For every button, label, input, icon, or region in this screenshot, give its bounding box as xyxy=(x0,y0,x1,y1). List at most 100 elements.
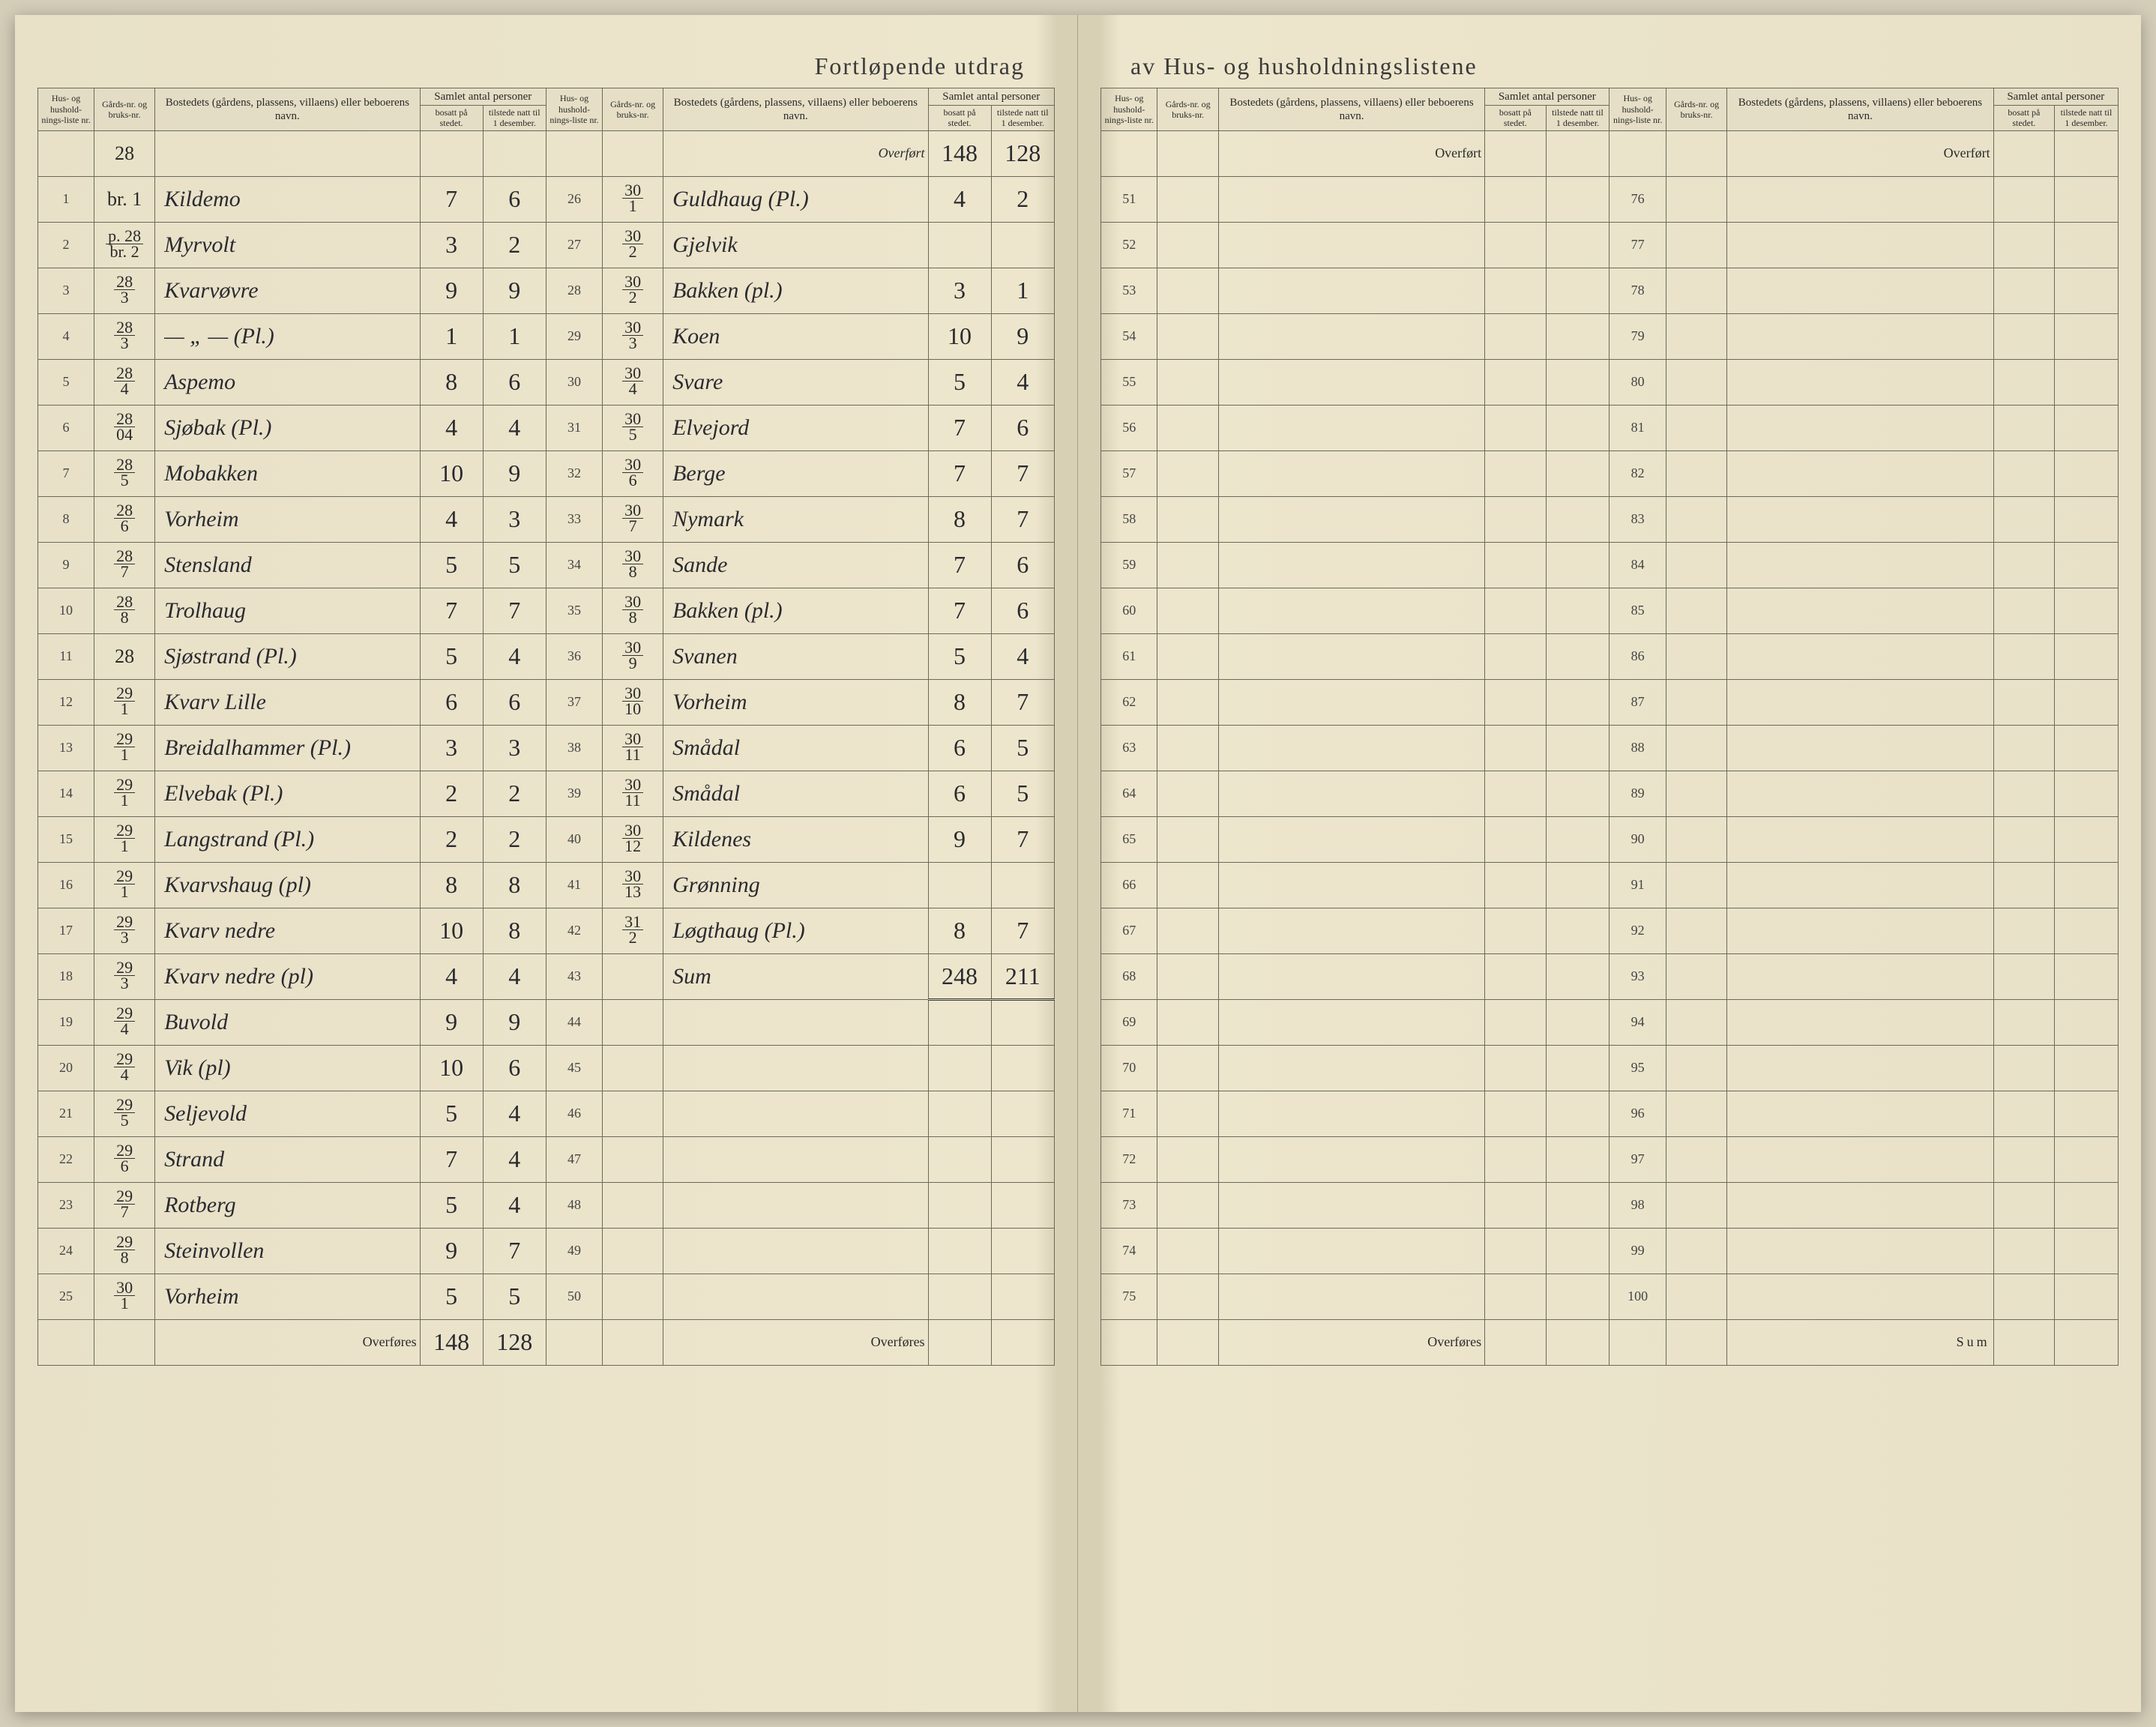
row-num: 22 xyxy=(38,1136,94,1182)
bosted-cell: Kvarv Lille xyxy=(155,679,420,725)
table-row: 60 85 xyxy=(1101,588,2119,633)
row-num: 18 xyxy=(38,953,94,999)
right-table: Hus- og hushold-nings-liste nr. Gårds-nr… xyxy=(1100,88,2119,1366)
tilstede-cell-2 xyxy=(991,999,1054,1045)
bosatt-cell: 4 xyxy=(420,496,483,542)
tilstede-cell-2: 6 xyxy=(991,542,1054,588)
gard-cell-2: 308 xyxy=(603,588,663,633)
tilstede-cell: 4 xyxy=(483,405,546,450)
head-row: 28 Overført 148 128 xyxy=(38,130,1055,176)
row-num: 4 xyxy=(38,313,94,359)
bosatt-cell-2 xyxy=(928,222,991,268)
row-num-2: 88 xyxy=(1610,725,1666,771)
bosatt-cell-2: 9 xyxy=(928,816,991,862)
row-num: 13 xyxy=(38,725,94,771)
overfores-label-2: Overføres xyxy=(663,1319,928,1365)
table-row: 23 297 Rotberg 5 4 48 xyxy=(38,1182,1055,1228)
hdr-bosted-r: Bostedets (gårdens, plassens, villaens) … xyxy=(1218,88,1484,131)
gard-cell: 291 xyxy=(94,771,155,816)
tilstede-cell: 9 xyxy=(483,268,546,313)
bosted-cell-2: Svanen xyxy=(663,633,928,679)
table-row: 72 97 xyxy=(1101,1136,2119,1182)
bosatt-cell: 1 xyxy=(420,313,483,359)
bosatt-cell: 2 xyxy=(420,771,483,816)
gard-cell: 284 xyxy=(94,359,155,405)
gard-cell: 294 xyxy=(94,999,155,1045)
row-num: 25 xyxy=(38,1274,94,1319)
left-table: Hus- og hushold-nings-liste nr. Gårds-nr… xyxy=(37,88,1055,1366)
bosatt-cell: 10 xyxy=(420,908,483,953)
bosatt-cell: 8 xyxy=(420,862,483,908)
gard-cell: 293 xyxy=(94,908,155,953)
row-num-2: 79 xyxy=(1610,313,1666,359)
bosted-cell-2: Koen xyxy=(663,313,928,359)
bosatt-cell: 3 xyxy=(420,222,483,268)
table-row: 56 81 xyxy=(1101,405,2119,450)
hdr-bosted-r2: Bostedets (gårdens, plassens, villaens) … xyxy=(1727,88,1993,131)
row-num-2: 87 xyxy=(1610,679,1666,725)
gard-cell-2: 305 xyxy=(603,405,663,450)
table-row: 1 br. 1 Kildemo 7 6 26 301 Guldhaug (Pl.… xyxy=(38,176,1055,222)
overfores-row: Overføres 148 128 Overføres xyxy=(38,1319,1055,1365)
gard-cell-2: 312 xyxy=(603,908,663,953)
tilstede-cell: 4 xyxy=(483,1136,546,1182)
bosted-cell-2 xyxy=(663,1136,928,1182)
row-num-2: 26 xyxy=(546,176,602,222)
row-num: 7 xyxy=(38,450,94,496)
bosatt-cell: 9 xyxy=(420,1228,483,1274)
row-num: 20 xyxy=(38,1045,94,1091)
tilstede-cell: 6 xyxy=(483,176,546,222)
table-row: 51 76 xyxy=(1101,176,2119,222)
bosatt-cell: 5 xyxy=(420,633,483,679)
tilstede-cell-2: 211 xyxy=(991,953,1054,999)
bosted-cell: Trolhaug xyxy=(155,588,420,633)
row-num-2: 93 xyxy=(1610,953,1666,999)
sum-label: Sum xyxy=(1727,1319,1993,1365)
bosted-cell-2: Smådal xyxy=(663,725,928,771)
bosatt-cell: 5 xyxy=(420,1274,483,1319)
row-num-2: 99 xyxy=(1610,1228,1666,1274)
row-num-2: 29 xyxy=(546,313,602,359)
row-num-2: 39 xyxy=(546,771,602,816)
tilstede-cell: 2 xyxy=(483,816,546,862)
tilstede-cell: 4 xyxy=(483,1091,546,1136)
table-header: Hus- og hushold-nings-liste nr. Gårds-nr… xyxy=(38,88,1055,131)
hdr-samlet-2: Samlet antal personer xyxy=(928,88,1054,106)
table-row: 20 294 Vik (pl) 10 6 45 xyxy=(38,1045,1055,1091)
bosatt-cell-2: 8 xyxy=(928,679,991,725)
row-num: 71 xyxy=(1101,1091,1157,1136)
gard-cell: 28 xyxy=(94,633,155,679)
tilstede-cell: 6 xyxy=(483,1045,546,1091)
table-row: 59 84 xyxy=(1101,542,2119,588)
row-num: 68 xyxy=(1101,953,1157,999)
tilstede-cell: 5 xyxy=(483,1274,546,1319)
gard-cell-2: 306 xyxy=(603,450,663,496)
row-num-2: 95 xyxy=(1610,1045,1666,1091)
row-num-2: 92 xyxy=(1610,908,1666,953)
tilstede-cell: 8 xyxy=(483,908,546,953)
row-num-2: 49 xyxy=(546,1228,602,1274)
row-num-2: 28 xyxy=(546,268,602,313)
overfort-tilstede: 128 xyxy=(991,130,1054,176)
row-num: 66 xyxy=(1101,862,1157,908)
table-row: 61 86 xyxy=(1101,633,2119,679)
table-row: 12 291 Kvarv Lille 6 6 37 3010 Vorheim 8… xyxy=(38,679,1055,725)
row-num: 8 xyxy=(38,496,94,542)
bosted-cell: Mobakken xyxy=(155,450,420,496)
gard-cell: 286 xyxy=(94,496,155,542)
row-num: 69 xyxy=(1101,999,1157,1045)
row-num-2: 94 xyxy=(1610,999,1666,1045)
tilstede-cell: 1 xyxy=(483,313,546,359)
hdr-bosatt-r2: bosatt på stedet. xyxy=(1993,106,2054,131)
hdr-gard-r: Gårds-nr. og bruks-nr. xyxy=(1157,88,1218,131)
row-num: 60 xyxy=(1101,588,1157,633)
sum-row-right: Overføres Sum xyxy=(1101,1319,2119,1365)
bosted-cell-2 xyxy=(663,1274,928,1319)
bosted-cell: Kvarv nedre (pl) xyxy=(155,953,420,999)
bosted-cell-2: Grønning xyxy=(663,862,928,908)
bosatt-cell-2 xyxy=(928,1182,991,1228)
bosatt-cell: 7 xyxy=(420,588,483,633)
overfort-label: Overført xyxy=(663,130,928,176)
bosted-cell-2: Nymark xyxy=(663,496,928,542)
hdr-tilstede-r: tilstede natt til 1 desember. xyxy=(1546,106,1610,131)
